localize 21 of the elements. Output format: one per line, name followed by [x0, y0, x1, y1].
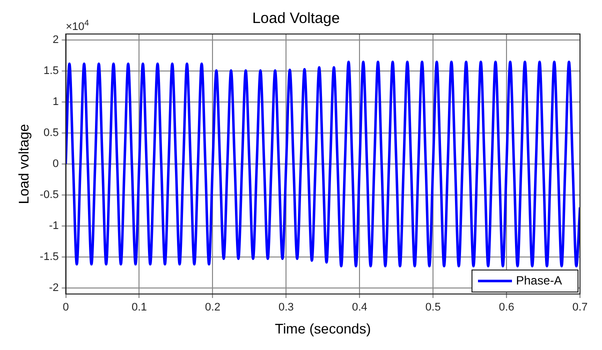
y-tick-label: 0.5 — [43, 127, 59, 140]
y-tick-label: 1.5 — [43, 65, 59, 78]
x-tick-label: 0.7 — [572, 302, 588, 314]
y-tick-label: -0.5 — [40, 188, 59, 201]
y-tick-label: 1 — [52, 96, 59, 108]
x-axis-title: Time (seconds) — [274, 320, 371, 336]
y-tick-label: 0 — [52, 158, 59, 170]
x-tick-label: 0.2 — [205, 302, 220, 314]
y-tick-label: -1 — [48, 220, 59, 232]
x-tick-label: 0.3 — [278, 302, 294, 314]
y-tick-label: 2 — [52, 34, 59, 46]
legend-label: Phase-A — [516, 273, 562, 288]
x-tick-label: 0.5 — [425, 302, 441, 314]
y-axis-title: Load voltage — [15, 124, 32, 204]
x-tick-label: 0.6 — [498, 302, 514, 314]
x-tick-label: 0.1 — [132, 302, 147, 314]
x-tick-label: 0.4 — [352, 302, 368, 314]
chart-title: Load Voltage — [252, 10, 340, 28]
y-tick-label: -2 — [48, 282, 59, 294]
x-tick-label: 0 — [62, 302, 69, 314]
y-tick-label: -1.5 — [40, 250, 59, 263]
